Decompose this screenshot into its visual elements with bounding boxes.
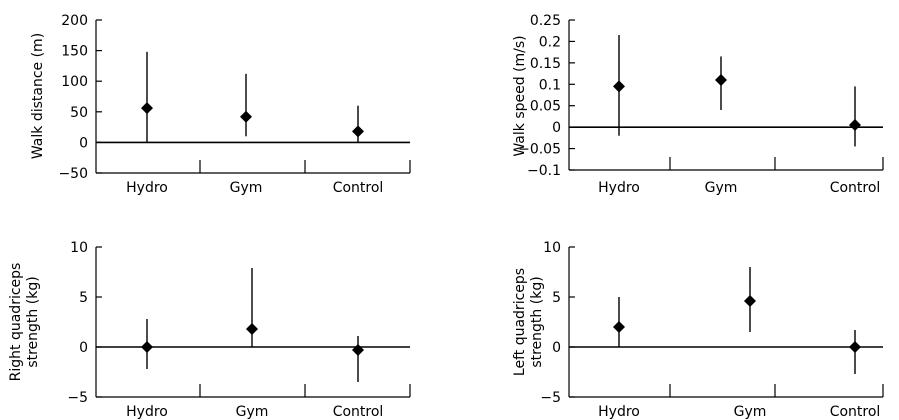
panel-1-y-tick-label: 200 <box>61 13 88 29</box>
panel-1-point-gym <box>240 110 252 123</box>
panel-1-x-tick-label: Control <box>333 180 384 196</box>
panel-3-y-axis-title: strength (kg) <box>25 276 41 367</box>
panel-2-y-tick-label: 0.2 <box>539 34 561 50</box>
panel-2-point-control <box>849 119 861 131</box>
panel-4-y-axis-title: Left quadriceps <box>512 268 528 376</box>
panel-3-x-tick-label: Gym <box>236 404 269 420</box>
panel-4-y-axis-title: strength (kg) <box>529 276 545 367</box>
panel-3-y-tick-label: 10 <box>70 240 88 256</box>
panel-3-x-tick-label: Control <box>333 404 384 420</box>
panel-1-x-tick-label: Hydro <box>126 180 168 196</box>
panel-1-y-tick-label: 100 <box>61 74 88 90</box>
panel-2-x-tick-label: Hydro <box>598 180 640 196</box>
panel-2-y-tick-label: 0.15 <box>530 56 561 72</box>
panel-1-point-control <box>352 125 364 138</box>
panel-2-point-hydro <box>613 80 625 93</box>
panel-3-point-hydro <box>141 341 153 353</box>
panel-4-y-tick-label: 5 <box>552 290 561 306</box>
panel-1-y-axis-title: Walk distance (m) <box>30 33 46 159</box>
panel-2-y-axis-title: Walk speed (m/s) <box>512 35 528 156</box>
panel-1-x-tick-label: Gym <box>230 180 263 196</box>
panel-4-x-tick-label: Control <box>830 404 881 420</box>
panel-2-point-gym <box>715 74 727 86</box>
panel-2-y-tick-label: 0.05 <box>530 99 561 115</box>
panel-4-y-tick-label: −5 <box>540 390 561 406</box>
panel-4-y-tick-label: 10 <box>543 240 561 256</box>
panel-4-x-tick-label: Hydro <box>598 404 640 420</box>
panel-1-y-tick-label: 0 <box>79 135 88 151</box>
panel-1-point-hydro <box>141 102 153 115</box>
panel-3-y-tick-label: −5 <box>67 390 88 406</box>
panel-3-x-tick-label: Hydro <box>126 404 168 420</box>
panel-2-y-tick-label: 0.1 <box>539 77 561 93</box>
panel-3-point-gym <box>246 323 258 335</box>
panel-2-y-tick-label: −0.05 <box>518 142 561 158</box>
panel-2-x-tick-label: Control <box>830 180 881 196</box>
panel-4-y-tick-label: 0 <box>552 340 561 356</box>
panel-1-y-tick-label: 150 <box>61 44 88 60</box>
panel-3-y-tick-label: 5 <box>79 290 88 306</box>
panel-2-y-tick-label: −0.1 <box>527 163 561 179</box>
panel-2-y-tick-label: 0.25 <box>530 13 561 29</box>
panel-4-point-control <box>849 341 861 353</box>
panel-2-y-tick-label: 0 <box>552 120 561 136</box>
panel-4-point-gym <box>744 295 756 307</box>
panel-3-y-tick-label: 0 <box>79 340 88 356</box>
panel-4-point-hydro <box>613 321 625 333</box>
panel-3-y-axis-title: Right quadriceps <box>8 263 24 382</box>
panel-1-y-tick-label: −50 <box>58 166 88 182</box>
panel-3-point-control <box>352 344 364 356</box>
panel-2-x-tick-label: Gym <box>705 180 738 196</box>
panel-4-x-tick-label: Gym <box>734 404 767 420</box>
panel-1-y-tick-label: 50 <box>70 105 88 121</box>
